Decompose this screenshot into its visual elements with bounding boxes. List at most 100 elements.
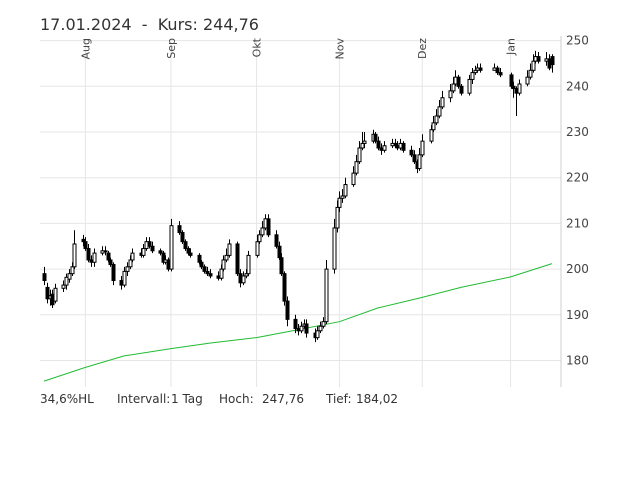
candle-body bbox=[158, 250, 163, 254]
candle-body bbox=[257, 234, 262, 243]
candle-body bbox=[343, 184, 348, 197]
candle-body bbox=[186, 248, 191, 254]
candle-body bbox=[357, 147, 362, 163]
x-tick-label: Okt bbox=[251, 37, 264, 57]
candle-body bbox=[478, 67, 483, 71]
x-tick-label: Aug bbox=[79, 38, 92, 59]
candle-body bbox=[337, 197, 342, 208]
candle-body bbox=[299, 325, 304, 332]
header-price-label: Kurs: bbox=[157, 15, 198, 34]
candle-body bbox=[382, 145, 387, 151]
candle-body bbox=[70, 266, 75, 275]
candle-body bbox=[150, 245, 155, 252]
candle-body bbox=[128, 259, 133, 268]
y-axis: 180 190 200 210 220 230 240 250 bbox=[566, 34, 589, 368]
x-tick-label: Dez bbox=[416, 38, 429, 59]
candle-body bbox=[467, 78, 472, 94]
header-date: 17.01.2024 bbox=[40, 15, 132, 34]
candle-body bbox=[511, 85, 516, 90]
header-price-value: 244,76 bbox=[202, 15, 259, 34]
candle-body bbox=[412, 154, 417, 163]
candle-body bbox=[235, 243, 240, 275]
candle-body bbox=[282, 273, 287, 302]
candle-body bbox=[147, 241, 152, 247]
candle-body bbox=[42, 273, 47, 282]
candle-body bbox=[72, 243, 77, 268]
candle-body bbox=[440, 97, 445, 108]
chart-header: 17.01.2024 - Kurs: 244,76 bbox=[40, 15, 259, 34]
candle-body bbox=[531, 60, 536, 71]
candle-body bbox=[141, 248, 146, 256]
candle-body bbox=[106, 252, 111, 261]
candle-body bbox=[277, 245, 282, 259]
candle-body bbox=[83, 241, 88, 250]
candle-body bbox=[205, 270, 210, 275]
candle-body bbox=[188, 252, 193, 256]
candle-body bbox=[528, 69, 533, 78]
candle-body bbox=[169, 225, 174, 270]
candle-body bbox=[64, 276, 69, 286]
candle-body bbox=[431, 122, 436, 131]
candle-body bbox=[279, 257, 284, 275]
candle-body bbox=[219, 268, 224, 279]
candle-body bbox=[401, 142, 406, 151]
y-tick-label: 250 bbox=[566, 34, 589, 48]
y-tick-label: 190 bbox=[566, 308, 589, 322]
candle-body bbox=[103, 250, 108, 253]
candle-body bbox=[434, 115, 439, 124]
candle-body bbox=[293, 318, 298, 330]
candle-body bbox=[130, 252, 135, 261]
candle-body bbox=[451, 83, 456, 92]
candle-body bbox=[183, 241, 188, 250]
footer-high-value: 247,76 bbox=[262, 392, 304, 406]
candle-body bbox=[224, 254, 229, 261]
candle-body bbox=[324, 268, 329, 323]
candle-body bbox=[354, 161, 359, 174]
candle-body bbox=[246, 254, 251, 275]
grid-lines bbox=[40, 36, 562, 387]
candle-body bbox=[53, 287, 58, 302]
footer-interval-label: Intervall: bbox=[117, 392, 171, 406]
candle-body bbox=[61, 284, 66, 289]
candle-body bbox=[266, 218, 271, 236]
footer-low-value: 184,02 bbox=[356, 392, 398, 406]
candle-body bbox=[437, 106, 442, 117]
candle-body bbox=[227, 243, 232, 256]
footer-high-label: Hoch: bbox=[219, 392, 254, 406]
candle-body bbox=[315, 330, 320, 339]
candle-body bbox=[409, 149, 414, 156]
footer-interval-value: 1 Tag bbox=[171, 392, 203, 406]
candle-body bbox=[208, 273, 213, 277]
candle-body bbox=[340, 195, 345, 199]
candle-body bbox=[274, 234, 279, 247]
candle-body bbox=[199, 261, 204, 268]
candle-body bbox=[525, 76, 530, 85]
y-tick-label: 210 bbox=[566, 216, 589, 230]
x-tick-label: Nov bbox=[333, 38, 346, 60]
candle-body bbox=[67, 273, 72, 280]
candles-group bbox=[42, 50, 555, 343]
candle-body bbox=[177, 225, 182, 234]
candle-body bbox=[459, 85, 464, 94]
candle-body bbox=[351, 172, 356, 186]
candle-body bbox=[304, 323, 309, 334]
candle-body bbox=[255, 241, 260, 256]
candle-body bbox=[285, 300, 290, 320]
candle-body bbox=[420, 140, 425, 156]
candle-body bbox=[241, 275, 246, 284]
candle-body bbox=[498, 72, 503, 76]
candle-body bbox=[125, 266, 130, 272]
footer-hl: 34,6%HL bbox=[40, 392, 94, 406]
stock-chart: Aug Sep Okt Nov Dez Jan 180 190 200 210 220 230 240… bbox=[40, 34, 589, 387]
candle-body bbox=[335, 206, 340, 229]
candle-body bbox=[321, 321, 326, 327]
candle-body bbox=[360, 142, 365, 149]
candle-body bbox=[536, 56, 541, 62]
candle-body bbox=[448, 90, 453, 99]
candle-body bbox=[318, 325, 323, 332]
y-tick-label: 230 bbox=[566, 125, 589, 139]
candle-body bbox=[376, 140, 381, 149]
y-tick-label: 180 bbox=[566, 354, 589, 368]
header-separator: - bbox=[141, 15, 148, 34]
candle-body bbox=[86, 248, 91, 261]
